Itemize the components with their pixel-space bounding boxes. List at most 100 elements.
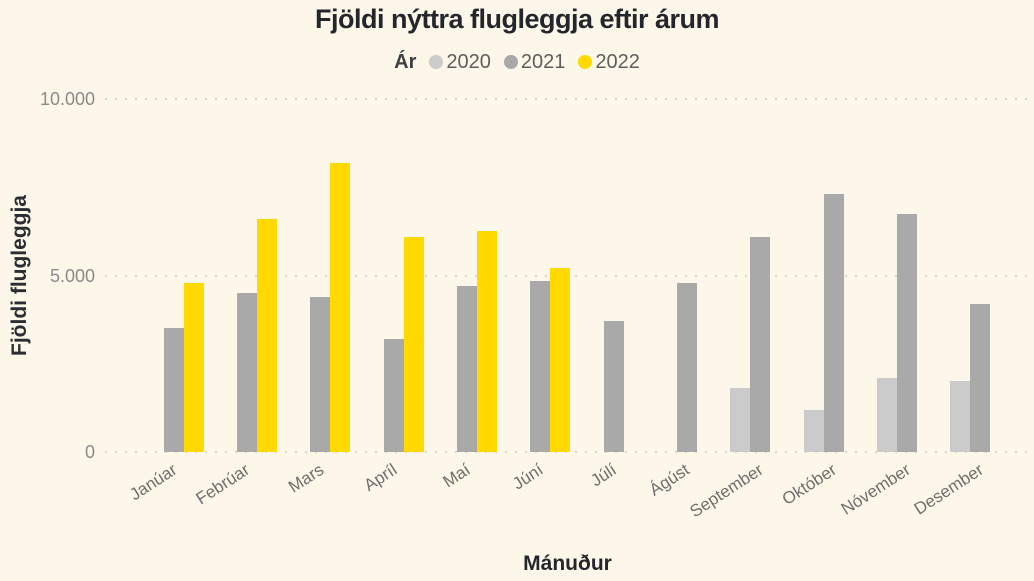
month-group-maí: Maí xyxy=(430,99,503,491)
bar-slot xyxy=(803,99,824,452)
bar-slot xyxy=(456,99,477,452)
gridline-0 xyxy=(105,451,1030,453)
y-tick-label-10000: 10.000 xyxy=(39,89,95,109)
bar-slot xyxy=(330,99,351,452)
bar-slot xyxy=(236,99,257,452)
x-axis-label-mars: Mars xyxy=(284,460,327,497)
x-axis-label-júní: Júní xyxy=(509,460,547,494)
legend-dot-icon xyxy=(503,55,518,69)
month-group-október: Október xyxy=(779,99,870,509)
month-group-janúar: Janúar xyxy=(126,99,210,504)
legend-item-2022[interactable]: 2022 xyxy=(578,50,640,74)
x-axis-label-maí: Maí xyxy=(439,460,474,492)
x-axis-label-október: Október xyxy=(778,460,840,509)
bar-slot xyxy=(730,99,751,452)
bar-slot xyxy=(876,99,897,452)
month-group-ágúst: Ágúst xyxy=(646,99,723,500)
legend-item-label: 2021 xyxy=(520,51,566,73)
x-axis-label-febrúar: Febrúar xyxy=(193,460,254,509)
bar-2022-janúar[interactable] xyxy=(183,282,204,452)
bar-2020-september[interactable] xyxy=(730,388,751,452)
month-group-júní: Júní xyxy=(504,99,577,493)
x-axis-title: Mánuður xyxy=(523,552,612,575)
bar-slot xyxy=(624,99,644,452)
bar-slot xyxy=(917,99,937,452)
bar-slot xyxy=(437,99,457,452)
x-axis-label-apríl: Apríl xyxy=(360,460,401,495)
legend-dot-icon xyxy=(429,55,444,69)
x-axis-label-nóvember: Nóvember xyxy=(837,460,914,519)
bar-2021-júlí[interactable] xyxy=(603,321,624,452)
chart-page: Fjöldi nýttra flugleggja eftir árum Ár 2… xyxy=(0,4,1034,581)
bar-2021-janúar[interactable] xyxy=(163,328,184,452)
chart-title: Fjöldi nýttra flugleggja eftir árum xyxy=(314,4,720,34)
bars-container: Janúar Febrúar Mars Apríl Maí Júní Júlí Ágúst Se… xyxy=(126,99,1017,521)
legend-dot-icon xyxy=(578,55,593,69)
x-axis-label-ágúst: Ágúst xyxy=(646,460,694,500)
month-group-mars: Mars xyxy=(284,99,357,497)
bar-slot xyxy=(550,99,571,452)
bar-2021-júní[interactable] xyxy=(530,280,551,452)
bar-2020-nóvember[interactable] xyxy=(876,377,897,452)
bar-slot xyxy=(163,99,184,452)
bar-slot xyxy=(970,99,991,452)
bar-slot xyxy=(770,99,790,452)
x-axis-label-desember: Desember xyxy=(910,460,987,519)
bar-slot xyxy=(657,99,677,452)
legend-item-2020[interactable]: 2020 xyxy=(429,50,491,74)
bar-slot xyxy=(364,99,384,452)
bar-slot xyxy=(584,99,604,452)
x-axis-label-september: September xyxy=(686,460,767,522)
plot-area: 10.000 5.000 0 Janúar Febrúar Mars Apríl Maí Jún… xyxy=(40,89,1030,521)
bar-slot xyxy=(676,99,697,452)
month-group-apríl: Apríl xyxy=(357,99,430,495)
bar-2021-febrúar[interactable] xyxy=(236,293,257,452)
bar-slot xyxy=(896,99,917,452)
bar-slot xyxy=(510,99,530,452)
bar-slot xyxy=(530,99,551,452)
bar-2021-ágúst[interactable] xyxy=(676,282,697,452)
bar-slot xyxy=(256,99,277,452)
bar-slot xyxy=(217,99,237,452)
month-group-júlí: Júlí xyxy=(577,99,650,490)
bar-slot xyxy=(290,99,310,452)
bar-2020-desember[interactable] xyxy=(950,381,971,452)
bar-slot xyxy=(403,99,424,452)
y-tick-label-0: 0 xyxy=(84,442,95,462)
bar-2021-maí[interactable] xyxy=(456,286,477,452)
bar-slot xyxy=(750,99,771,452)
bar-2021-september[interactable] xyxy=(750,236,771,452)
legend-items: 2020 2021 2022 xyxy=(429,50,640,74)
bar-2020-október[interactable] xyxy=(803,409,824,452)
bar-2021-nóvember[interactable] xyxy=(896,213,917,452)
bar-slot xyxy=(950,99,971,452)
month-group-september: September xyxy=(687,99,797,521)
bar-2022-febrúar[interactable] xyxy=(256,219,277,452)
gridline-10000 xyxy=(105,98,1030,100)
bar-slot xyxy=(476,99,497,452)
bar-slot xyxy=(183,99,204,452)
bar-2021-desember[interactable] xyxy=(970,303,991,452)
legend-item-label: 2020 xyxy=(446,51,491,73)
bar-slot xyxy=(844,99,864,452)
month-group-febrúar: Febrúar xyxy=(193,99,283,508)
y-tick-label-5000: 5.000 xyxy=(49,265,95,286)
bar-2021-apríl[interactable] xyxy=(383,339,404,452)
x-axis-label-janúar: Janúar xyxy=(126,460,181,505)
legend-item-2021[interactable]: 2021 xyxy=(503,50,566,74)
legend-title: Ár xyxy=(394,51,417,73)
month-group-desember: Desember xyxy=(911,99,1017,519)
legend-item-label: 2022 xyxy=(595,51,640,73)
bar-2022-maí[interactable] xyxy=(476,231,497,452)
bar-2022-mars[interactable] xyxy=(330,162,351,452)
bar-slot xyxy=(310,99,331,452)
bar-slot xyxy=(383,99,404,452)
bar-2021-október[interactable] xyxy=(823,194,844,452)
bar-2022-apríl[interactable] xyxy=(403,236,424,452)
chart-area: Fjöldi flugleggja 10.000 5.000 0 Janúar Febr… xyxy=(8,89,1030,521)
bar-slot xyxy=(697,99,717,452)
bar-2022-júní[interactable] xyxy=(550,268,571,452)
bar-2021-mars[interactable] xyxy=(310,296,331,452)
bar-slot xyxy=(990,99,1010,452)
bar-slot xyxy=(144,99,164,452)
